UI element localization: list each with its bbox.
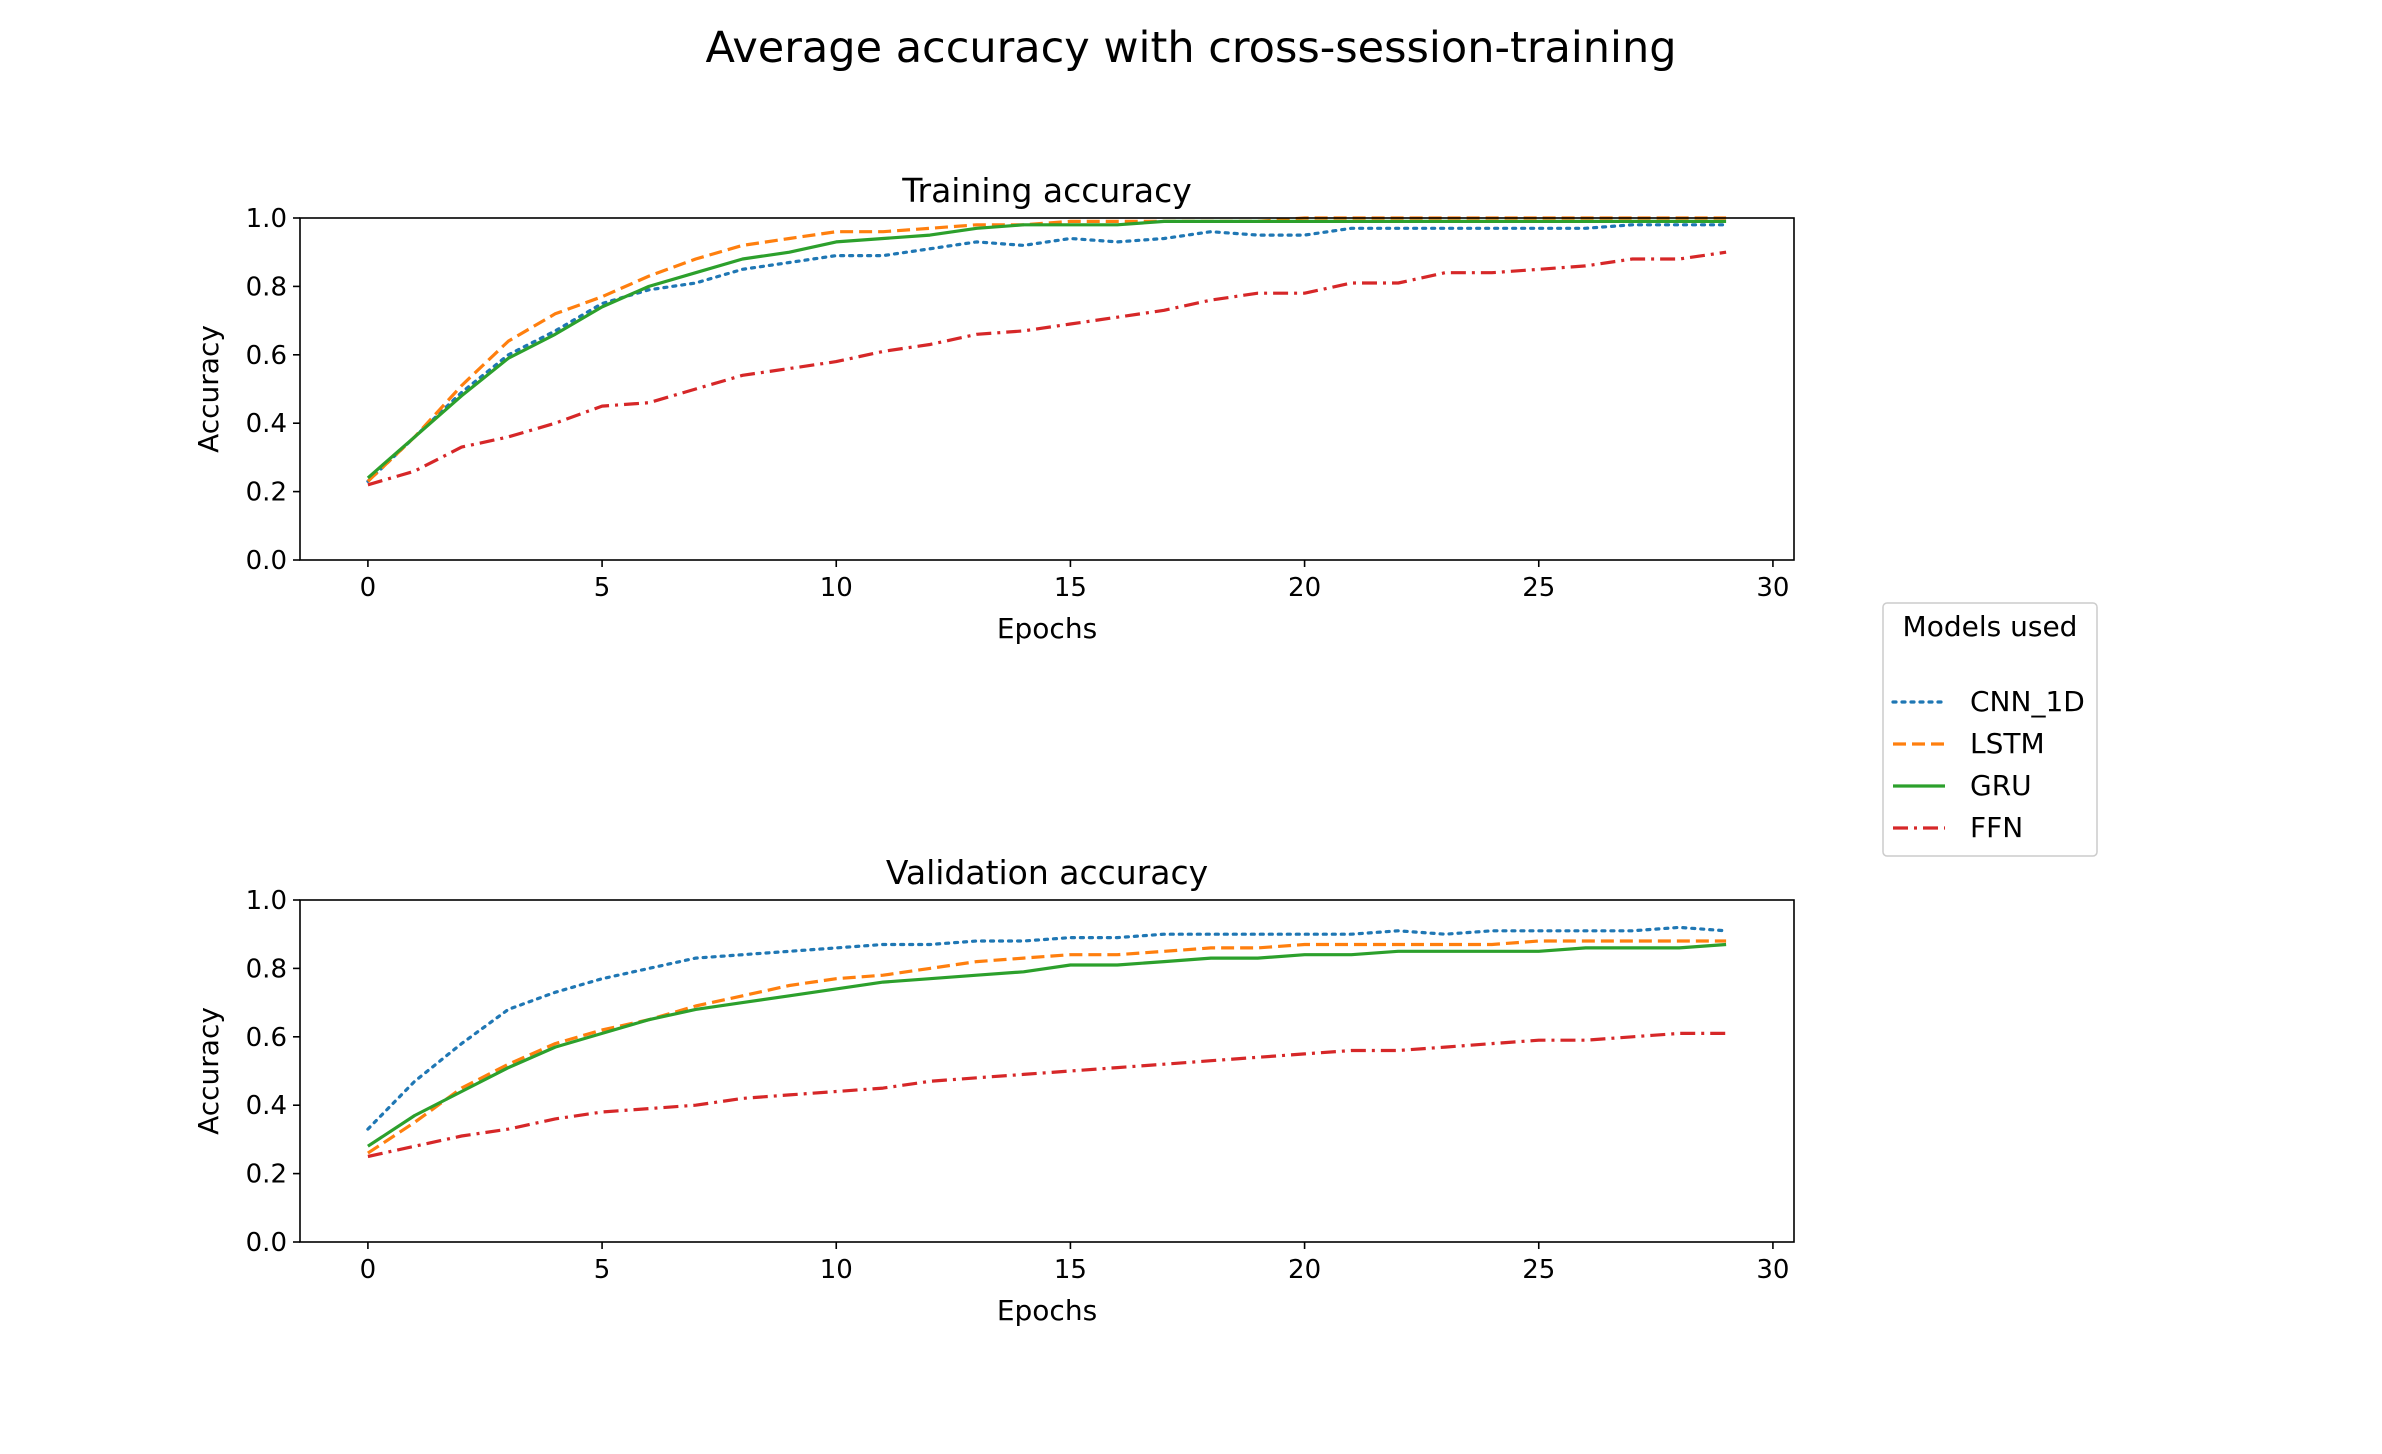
x-tick-label-10-chart-0: 10 <box>820 573 853 603</box>
legend-label-ffn: FFN <box>1970 811 2023 844</box>
series-line-gru-chart-0 <box>366 219 1727 480</box>
y-tick-label-2-chart-1: 0.4 <box>246 1091 287 1121</box>
series-line-gru-chart-1 <box>367 942 1727 1148</box>
legend-label-gru: GRU <box>1970 769 2032 802</box>
series-line-ffn-chart-0 <box>367 250 1727 487</box>
x-tick-label-10-chart-1: 10 <box>820 1255 853 1285</box>
axes-title-chart-0: Training accuracy <box>901 171 1192 210</box>
x-axis-label-chart-0: Epochs <box>997 612 1097 645</box>
legend-label-lstm: LSTM <box>1970 727 2045 760</box>
x-tick-label-0-chart-0: 0 <box>360 573 377 603</box>
x-tick-label-25-chart-0: 25 <box>1522 573 1555 603</box>
x-tick-label-20-chart-0: 20 <box>1288 573 1321 603</box>
x-tick-label-15-chart-1: 15 <box>1054 1255 1087 1285</box>
y-tick-label-5-chart-0: 1.0 <box>246 204 287 234</box>
legend-entries: CNN_1D LSTM GRU FFN <box>1891 685 2085 844</box>
y-tick-label-4-chart-0: 0.8 <box>246 272 287 302</box>
y-tick-label-3-chart-0: 0.6 <box>246 341 287 371</box>
y-tick-label-1-chart-1: 0.2 <box>246 1160 287 1190</box>
figure-title: Average accuracy with cross-session-trai… <box>705 23 1676 73</box>
x-tick-label-5-chart-1: 5 <box>594 1255 611 1285</box>
x-tick-label-30-chart-0: 30 <box>1756 573 1789 603</box>
validation-accuracy-chart: 0 5 10 15 20 25 30 0.0 0.2 0.4 0.6 0.8 1.0 Validation… <box>192 853 1795 1327</box>
legend: Models used CNN_1D LSTM GRU FFN <box>1882 602 2098 857</box>
series-line-cnn-1d-chart-0 <box>366 223 1728 483</box>
x-tick-label-5-chart-0: 5 <box>594 573 611 603</box>
y-tick-label-0-chart-1: 0.0 <box>246 1228 287 1258</box>
y-tick-label-2-chart-0: 0.4 <box>246 409 287 439</box>
y-tick-label-3-chart-1: 0.6 <box>246 1023 287 1053</box>
y-axis-label-chart-0: Accuracy <box>192 325 225 453</box>
legend-title: Models used <box>1903 610 2078 643</box>
axes-title-chart-1: Validation accuracy <box>886 853 1208 892</box>
series-line-cnn-1d-chart-1 <box>366 925 1728 1131</box>
training-accuracy-chart: 0 5 10 15 20 25 30 0.0 0.2 0.4 0.6 0.8 1.0 Training a… <box>192 171 1795 645</box>
x-tick-label-30-chart-1: 30 <box>1756 1255 1789 1285</box>
axes-frame-chart-1 <box>299 899 1795 1243</box>
y-tick-label-4-chart-1: 0.8 <box>246 954 287 984</box>
x-tick-label-25-chart-1: 25 <box>1522 1255 1555 1285</box>
axes-frame-chart-0 <box>299 217 1795 561</box>
y-tick-label-5-chart-1: 1.0 <box>246 886 287 916</box>
x-axis-label-chart-1: Epochs <box>997 1294 1097 1327</box>
legend-label-cnn-1d: CNN_1D <box>1970 685 2085 718</box>
series-line-lstm-chart-1 <box>367 939 1727 1155</box>
series-line-ffn-chart-1 <box>367 1031 1727 1159</box>
x-tick-label-0-chart-1: 0 <box>360 1255 377 1285</box>
x-tick-label-15-chart-0: 15 <box>1054 573 1087 603</box>
x-tick-label-20-chart-1: 20 <box>1288 1255 1321 1285</box>
y-tick-label-1-chart-0: 0.2 <box>246 478 287 508</box>
legend-frame <box>1882 602 2098 857</box>
y-axis-label-chart-1: Accuracy <box>192 1007 225 1135</box>
y-tick-label-0-chart-0: 0.0 <box>246 546 287 576</box>
series-line-lstm-chart-0 <box>366 216 1727 483</box>
